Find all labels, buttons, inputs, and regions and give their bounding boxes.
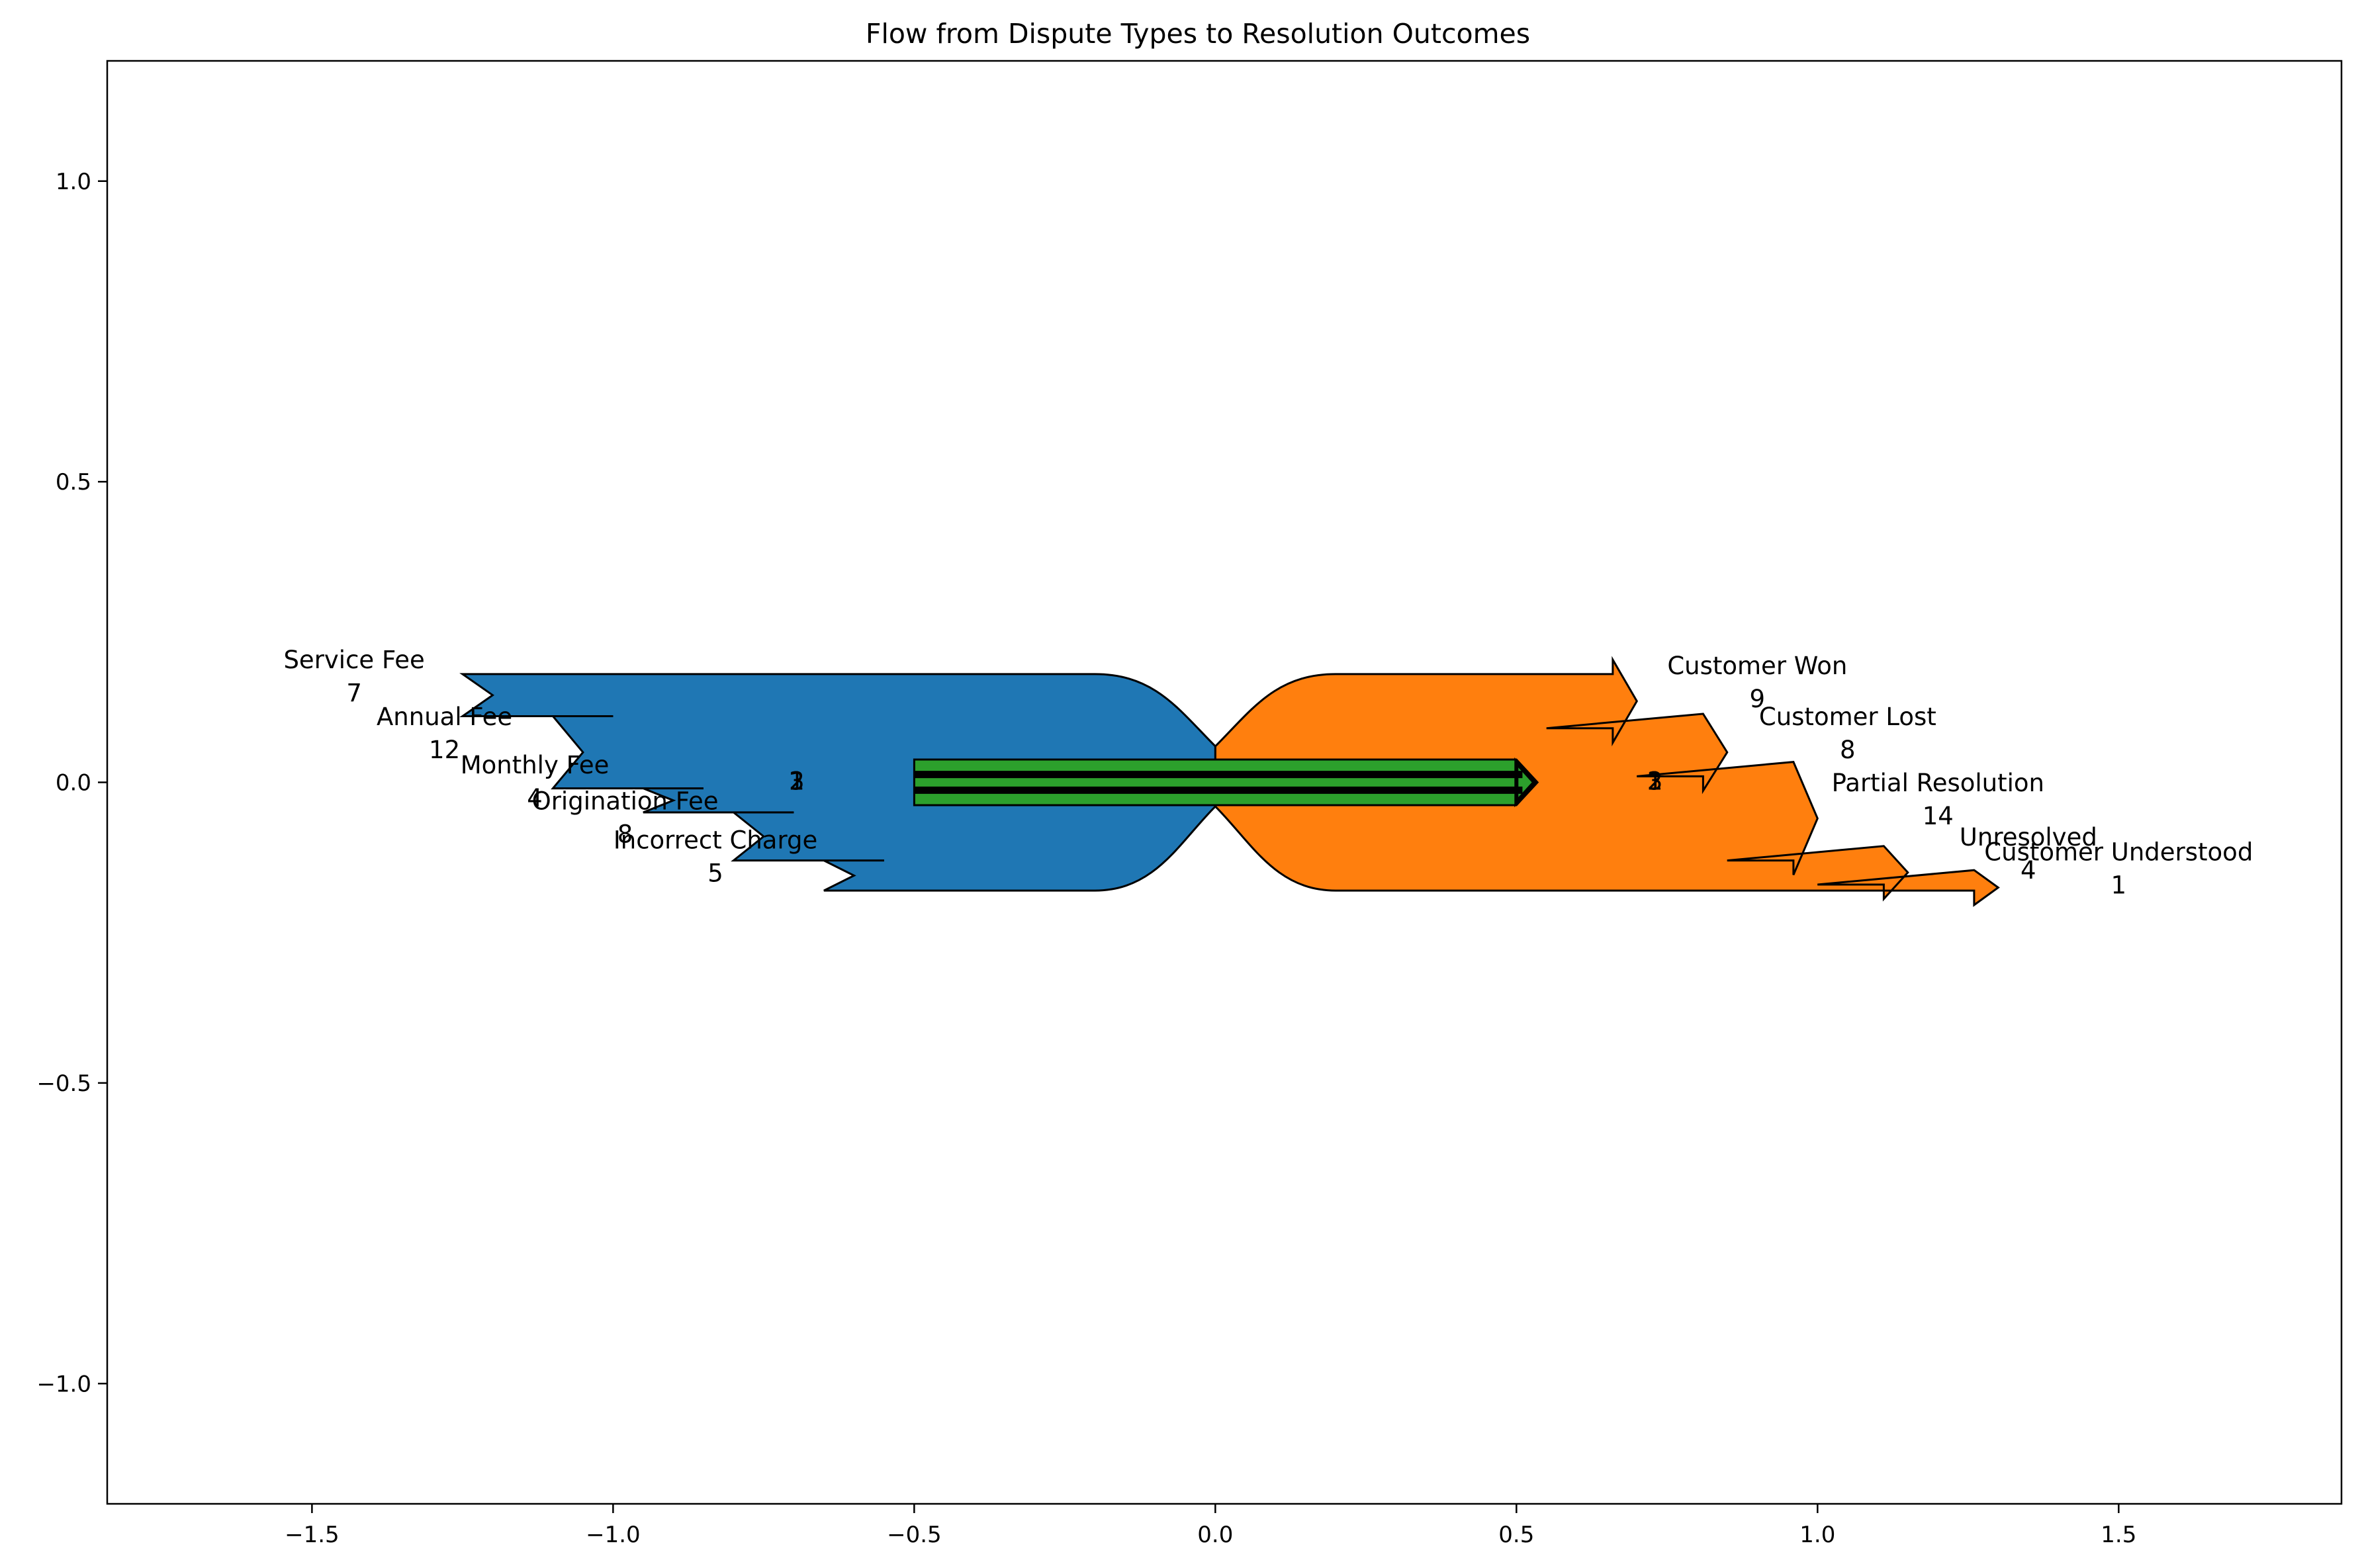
output-label-value: 4 [2021, 856, 2036, 885]
x-tick-label: −1.0 [586, 1522, 641, 1548]
output-label-name: Unresolved [1960, 823, 2097, 851]
y-tick-label: 0.0 [56, 770, 91, 797]
input-label-value: 12 [429, 736, 460, 764]
x-tick-label: 0.5 [1498, 1522, 1534, 1548]
x-tick-label: −0.5 [887, 1522, 942, 1548]
y-tick-label: 1.0 [56, 169, 91, 195]
input-label-name: Incorrect Charge [613, 826, 817, 854]
output-label-name: Customer Lost [1759, 703, 1936, 731]
output-label-value: 8 [1840, 736, 1856, 764]
y-tick-label: −1.0 [36, 1371, 91, 1397]
input-label-value: 7 [346, 679, 362, 707]
y-tick-label: −0.5 [36, 1070, 91, 1097]
input-label-name: Annual Fee [377, 703, 512, 731]
input-label-value: 4 [527, 784, 543, 812]
y-tick-label: 0.5 [56, 469, 91, 496]
output-label-name: Customer Understood [1984, 838, 2253, 867]
input-label-value: 8 [617, 820, 633, 848]
x-tick-label: 1.5 [2101, 1522, 2136, 1548]
output-label-name: Customer Won [1667, 652, 1847, 680]
input-label-name: Origination Fee [532, 787, 719, 815]
x-tick-label: 0.0 [1197, 1522, 1233, 1548]
connector-output-value: 3 [1647, 767, 1663, 795]
flow-shapes [459, 656, 2000, 907]
input-label-value: 5 [707, 859, 723, 887]
input-label-name: Service Fee [283, 646, 424, 674]
chart-title: Flow from Dispute Types to Resolution Ou… [866, 18, 1530, 50]
connector-input-value: 3 [789, 767, 805, 795]
connector-output-value: 2 [1647, 767, 1663, 795]
output-label-value: 9 [1750, 685, 1766, 713]
output-label-name: Partial Resolution [1832, 769, 2044, 797]
connector-output-value: 1 [1647, 767, 1663, 795]
output-label-value: 14 [1923, 802, 1954, 830]
connector-input-value: 2 [789, 767, 805, 795]
x-axis: −1.5 −1.0 −0.5 0.0 0.5 1.0 1.5 [285, 1504, 2136, 1548]
x-tick-label: −1.5 [285, 1522, 340, 1548]
connector-flow-shape [913, 758, 1539, 806]
y-axis: 1.0 0.5 0.0 −0.5 −1.0 [36, 169, 107, 1397]
connector-input-value: 1 [789, 767, 805, 795]
input-flow-shape [459, 673, 1216, 892]
connector-core-arrow [1514, 757, 1537, 808]
output-label-value: 1 [2111, 871, 2127, 900]
x-tick-label: 1.0 [1799, 1522, 1835, 1548]
input-label-name: Monthly Fee [461, 751, 610, 779]
